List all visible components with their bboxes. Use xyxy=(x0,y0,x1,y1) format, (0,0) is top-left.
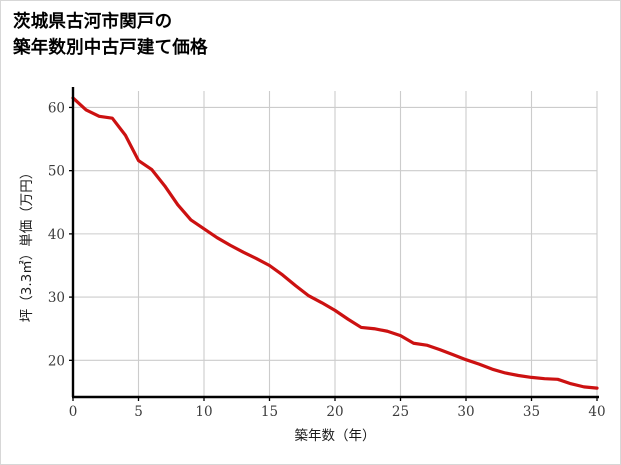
xtick-label: 10 xyxy=(195,404,212,420)
xtick-label: 30 xyxy=(457,404,474,420)
xtick-label: 35 xyxy=(523,404,540,420)
xtick-label: 15 xyxy=(261,404,278,420)
xtick-label: 25 xyxy=(392,404,409,420)
chart-title: 茨城県古河市関戸の 築年数別中古戸建て価格 xyxy=(13,11,208,57)
xtick-label: 20 xyxy=(326,404,343,420)
xtick-label: 5 xyxy=(134,404,143,420)
ytick-label: 20 xyxy=(48,353,65,369)
data-line-series-0 xyxy=(71,96,599,390)
ytick-label: 40 xyxy=(48,227,65,243)
ytick-label: 30 xyxy=(48,290,65,306)
ytick-label: 50 xyxy=(48,164,65,180)
xtick-label: 0 xyxy=(69,404,78,420)
x-axis-title: 築年数（年） xyxy=(295,428,376,444)
y-axis-title: 坪（3.3㎡）単価（万円） xyxy=(19,166,35,322)
xtick-label: 40 xyxy=(588,404,605,420)
ytick-label: 60 xyxy=(48,100,65,116)
